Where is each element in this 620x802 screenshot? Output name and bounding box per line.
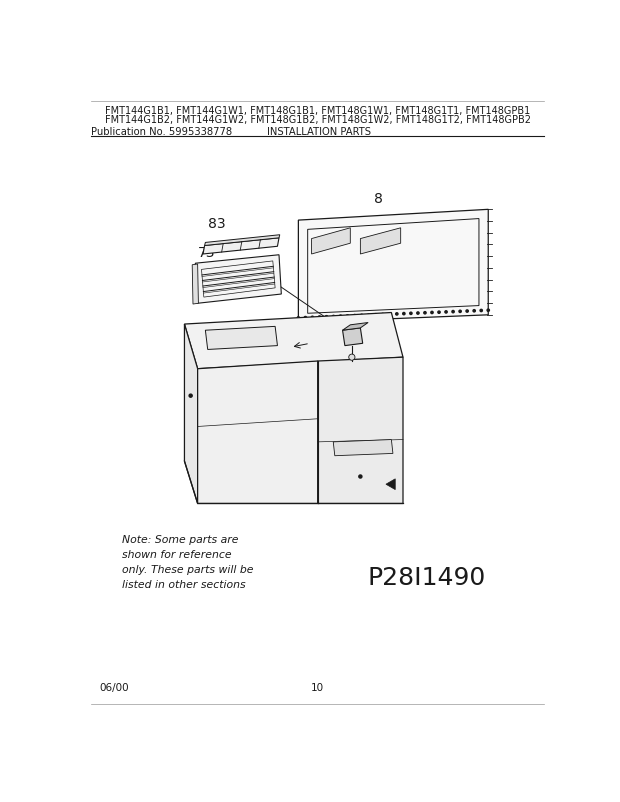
Polygon shape <box>386 480 396 490</box>
Text: P28I1490: P28I1490 <box>367 565 485 589</box>
Circle shape <box>403 313 405 315</box>
Circle shape <box>424 312 426 314</box>
Circle shape <box>368 314 370 317</box>
Polygon shape <box>195 255 281 304</box>
Text: FMT144G1B1, FMT144G1W1, FMT148G1B1, FMT148G1W1, FMT148G1T1, FMT148GPB1: FMT144G1B1, FMT144G1W1, FMT148G1B1, FMT1… <box>105 106 530 116</box>
Circle shape <box>311 317 314 319</box>
Text: 9A: 9A <box>373 334 391 347</box>
Circle shape <box>473 310 476 313</box>
Polygon shape <box>205 327 278 350</box>
Circle shape <box>452 311 454 314</box>
Polygon shape <box>342 323 368 330</box>
Circle shape <box>189 395 192 398</box>
Text: 8: 8 <box>374 192 383 206</box>
Text: 73: 73 <box>198 246 215 260</box>
Circle shape <box>318 317 321 318</box>
Polygon shape <box>298 210 489 323</box>
Circle shape <box>431 312 433 314</box>
Circle shape <box>381 314 384 316</box>
Polygon shape <box>312 229 350 255</box>
Polygon shape <box>342 329 363 346</box>
Circle shape <box>332 316 335 318</box>
Circle shape <box>348 354 355 361</box>
Polygon shape <box>185 325 198 504</box>
Text: 06/00: 06/00 <box>99 683 129 692</box>
Circle shape <box>396 314 398 316</box>
Polygon shape <box>205 236 280 246</box>
Circle shape <box>353 315 356 318</box>
Polygon shape <box>198 362 317 504</box>
Circle shape <box>339 316 342 318</box>
Circle shape <box>347 315 349 318</box>
Circle shape <box>480 310 482 312</box>
Polygon shape <box>192 265 198 305</box>
Text: Note: Some parts are
shown for reference
only. These parts will be
listed in oth: Note: Some parts are shown for reference… <box>122 535 253 589</box>
Circle shape <box>304 317 306 319</box>
Circle shape <box>326 316 327 318</box>
Circle shape <box>487 310 489 312</box>
Circle shape <box>438 312 440 314</box>
Text: FMT144G1B2, FMT144G1W2, FMT148G1B2, FMT148G1W2, FMT148G1T2, FMT148GPB2: FMT144G1B2, FMT144G1W2, FMT148G1B2, FMT1… <box>105 115 531 124</box>
Polygon shape <box>334 440 393 456</box>
Text: eReplacementParts.com: eReplacementParts.com <box>241 420 394 433</box>
Text: Publication No. 5995338778: Publication No. 5995338778 <box>92 127 232 137</box>
Circle shape <box>359 476 362 479</box>
Polygon shape <box>185 313 403 369</box>
Polygon shape <box>317 358 403 504</box>
Circle shape <box>417 313 419 315</box>
Circle shape <box>410 313 412 315</box>
Text: INSTALLATION PARTS: INSTALLATION PARTS <box>267 127 371 137</box>
Circle shape <box>459 311 461 313</box>
Circle shape <box>466 310 468 313</box>
Circle shape <box>389 314 391 316</box>
Text: 83: 83 <box>208 217 225 231</box>
Circle shape <box>374 314 377 317</box>
Polygon shape <box>203 238 279 255</box>
Circle shape <box>445 311 447 314</box>
Text: 10: 10 <box>311 683 324 692</box>
Circle shape <box>360 314 363 317</box>
Polygon shape <box>360 229 401 255</box>
Circle shape <box>297 318 299 320</box>
